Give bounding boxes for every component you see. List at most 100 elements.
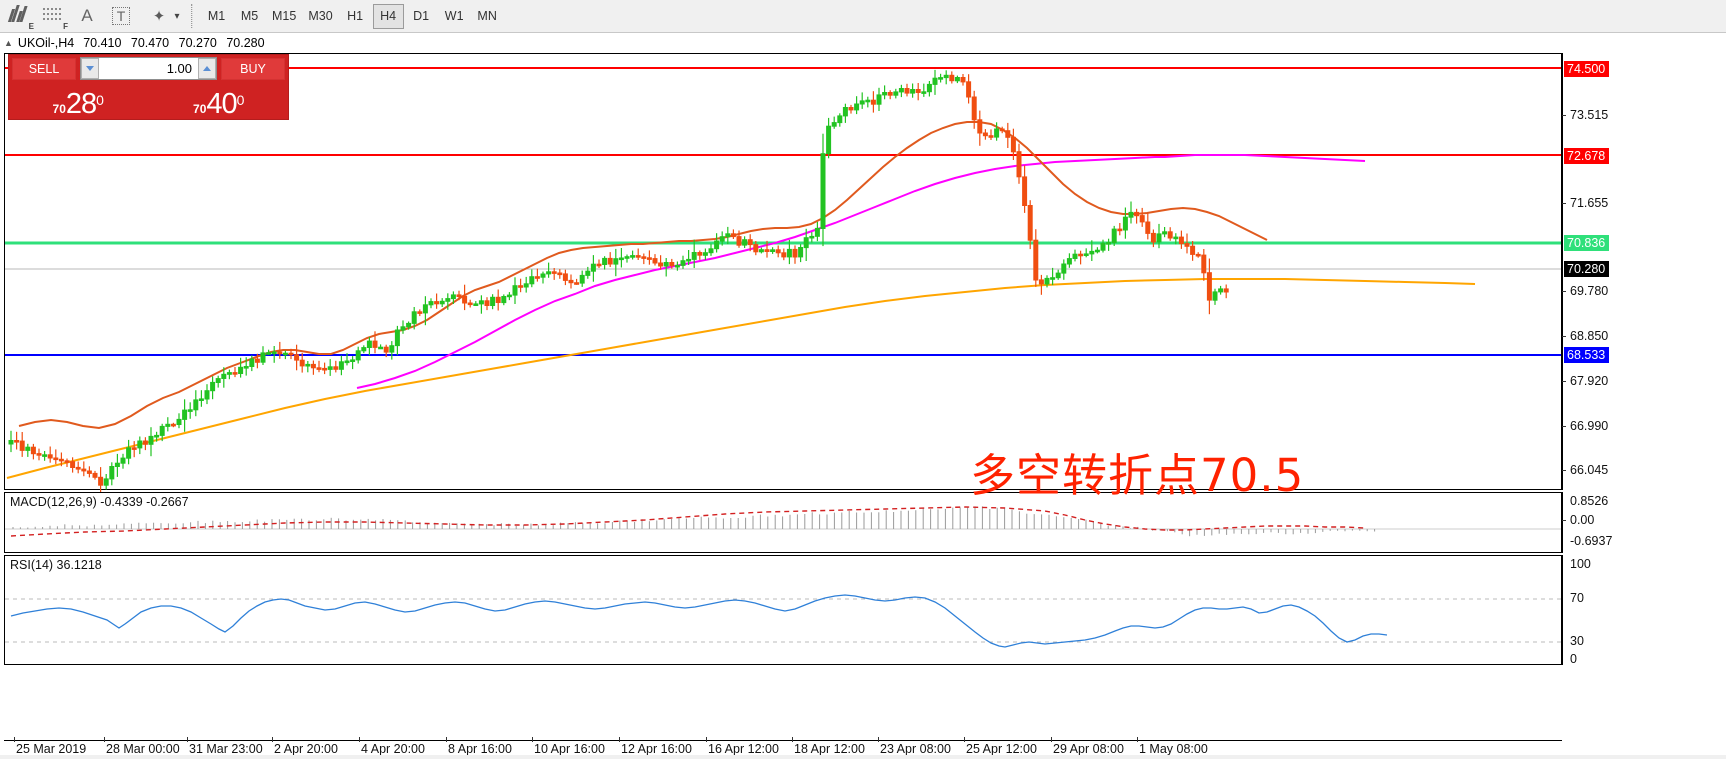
candle-body [1100, 242, 1106, 251]
candle-body [719, 236, 725, 242]
candle-body [753, 244, 759, 253]
timeframe-h4[interactable]: H4 [372, 3, 404, 29]
candle-body [674, 264, 680, 268]
grid-icon[interactable]: F [38, 2, 68, 31]
macd-plot [5, 506, 1561, 537]
candle-body [1016, 151, 1022, 178]
timeframe-d1[interactable]: D1 [413, 9, 430, 23]
price-plot [5, 67, 1561, 498]
price-label-69780: 69.780 [1570, 284, 1609, 298]
buy-price-prefix: 70 [193, 102, 207, 116]
objects-icon[interactable]: ✦ [144, 2, 174, 30]
candle-body [1190, 245, 1196, 255]
candle-body [579, 274, 585, 284]
candle-body [831, 122, 837, 127]
volume-decrement-button[interactable] [81, 58, 99, 79]
chevron-down-icon[interactable]: ▾ [170, 2, 184, 30]
candle-body [999, 128, 1005, 132]
candle-body [165, 423, 171, 427]
timeframe-m1[interactable]: M1 [207, 9, 226, 23]
candle-body [518, 285, 524, 288]
candle-body [1044, 277, 1050, 285]
collapse-triangle-icon[interactable]: ▲ [4, 38, 13, 48]
candle-body [86, 470, 92, 474]
rsi-pane[interactable]: RSI(14) 36.1218 [4, 555, 1562, 665]
quote-bar: ▲ UKOil-,H4 70.410 70.470 70.270 70.280 [0, 33, 1726, 53]
one-click-trading-panel[interactable]: SELL 1.00 BUY 70 28 0 70 40 0 [8, 54, 289, 120]
candle-body [58, 458, 64, 462]
candle-body [30, 446, 36, 455]
timeframe-mn[interactable]: MN [477, 9, 497, 23]
chart-area[interactable]: 74.500 73.515 72.678 71.655 70.836 70.28… [4, 53, 1722, 741]
candle-body [585, 270, 591, 276]
objects-icon-glyph: ✦ [152, 8, 166, 25]
candle-body [14, 440, 20, 443]
candle-body [126, 447, 132, 459]
timeframe-m5[interactable]: M5 [240, 9, 259, 23]
buy-button[interactable]: BUY [221, 57, 285, 80]
candle-body [338, 361, 344, 370]
candle-body [238, 366, 244, 374]
timeframe-w1[interactable]: W1 [444, 9, 464, 23]
candle-body [714, 240, 720, 250]
candle-body [798, 247, 804, 258]
bar-chart-icon[interactable]: E [4, 2, 34, 31]
buy-price[interactable]: 70 40 0 [150, 82, 289, 119]
candle-body [915, 89, 921, 93]
sell-button[interactable]: SELL [12, 57, 76, 80]
candle-body [322, 367, 328, 371]
candle-body [887, 92, 893, 96]
sell-price[interactable]: 70 28 0 [9, 82, 148, 119]
candle-body [854, 103, 860, 111]
candle-body [512, 285, 518, 296]
candle-body [1201, 254, 1207, 274]
time-axis[interactable]: 25 Mar 2019 28 Mar 00:00 31 Mar 23:00 2 Apr… [4, 737, 1562, 759]
volume-increment-button[interactable] [198, 58, 216, 79]
candle-body [1122, 216, 1128, 231]
candle-body [316, 367, 322, 370]
candle-body [198, 398, 204, 401]
text-box-icon[interactable]: T [106, 2, 136, 30]
volume-field[interactable]: 1.00 [80, 57, 217, 80]
candle-body [865, 99, 871, 103]
price-tick-66990 [1562, 426, 1566, 427]
time-label: 31 Mar 23:00 [189, 742, 263, 756]
candle-body [170, 423, 176, 427]
candle-body [876, 94, 882, 105]
quote-high: 70.470 [130, 36, 170, 50]
candle-body [1184, 243, 1190, 247]
rsi-axis[interactable]: 100 70 30 0 [1562, 555, 1722, 666]
macd-axis[interactable]: 0.8526 0.00 -0.6937 [1562, 492, 1722, 553]
timeframe-m15[interactable]: M15 [272, 9, 297, 23]
candle-body [758, 249, 764, 253]
candle-body [249, 358, 255, 368]
candle-body [42, 454, 48, 457]
candle-body [294, 354, 300, 361]
candle-body [641, 256, 647, 259]
candle-body [142, 440, 148, 445]
price-axis[interactable]: 74.500 73.515 72.678 71.655 70.836 70.28… [1562, 53, 1722, 490]
candle-body [176, 418, 182, 425]
candle-body [422, 304, 428, 314]
candle-body [1128, 211, 1134, 218]
candle-body [478, 300, 484, 305]
candle-body [910, 89, 916, 94]
volume-value[interactable]: 1.00 [166, 61, 192, 76]
time-tick [1137, 737, 1138, 742]
time-tick [187, 737, 188, 742]
candle-body [568, 279, 574, 284]
price-pane[interactable] [4, 53, 1562, 498]
candle-body [1139, 215, 1145, 223]
candle-body [691, 252, 697, 260]
sell-price-prefix: 70 [52, 102, 66, 116]
candle-body [327, 366, 333, 370]
timeframe-m30[interactable]: M30 [308, 9, 333, 23]
macd-pane[interactable]: MACD(12,26,9) -0.4339 -0.2667 [4, 492, 1562, 553]
rsi-label-0: 0 [1570, 652, 1577, 666]
quote-close: 70.280 [226, 36, 265, 50]
candle-body [736, 236, 742, 246]
candle-body [187, 409, 193, 412]
text-label-icon[interactable]: A [72, 2, 102, 30]
timeframe-h1[interactable]: H1 [347, 9, 364, 23]
text-label-icon-glyph: A [81, 6, 93, 25]
